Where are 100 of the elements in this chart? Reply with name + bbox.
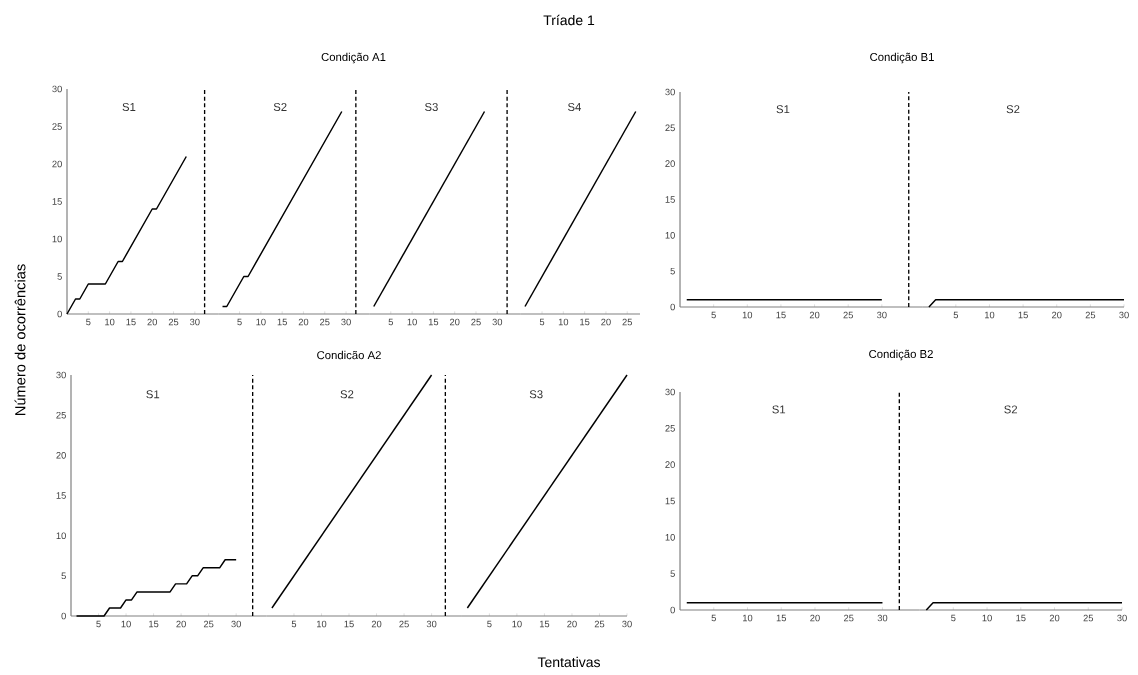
- x-tick-label: 20: [147, 318, 158, 326]
- x-tick-label: 5: [539, 318, 545, 326]
- y-tick-label: 20: [665, 160, 675, 167]
- y-tick-label: 10: [52, 235, 62, 243]
- y-tick-label: 5: [670, 570, 675, 577]
- x-tick-label: 5: [487, 620, 492, 628]
- x-tick-label: 20: [1049, 614, 1060, 622]
- x-tick-label: 25: [320, 318, 330, 326]
- x-tick-label: 5: [953, 311, 959, 319]
- x-tick-label: 5: [96, 620, 101, 628]
- y-tick-label: 30: [665, 88, 675, 96]
- text: Condicão A2: [317, 350, 381, 360]
- x-tick-label: 25: [203, 620, 214, 628]
- x-tick-label: 10: [743, 614, 753, 622]
- x-tick-label: 30: [231, 620, 241, 628]
- y-tick-label: 20: [56, 452, 66, 459]
- x-tick-label: 15: [1018, 311, 1028, 319]
- y-tick-label: 5: [57, 273, 62, 280]
- x-tick-label: 30: [492, 318, 503, 326]
- x-tick-label: 10: [982, 614, 992, 622]
- x-tick-label: 20: [371, 620, 382, 628]
- x-tick-label: 20: [449, 318, 460, 326]
- y-tick-label: 15: [52, 198, 62, 205]
- x-tick-label: 20: [809, 311, 820, 319]
- y-tick-label: 15: [665, 497, 675, 505]
- annotation: S2: [1006, 105, 1020, 114]
- x-tick-label: 15: [580, 318, 590, 326]
- x-tick-label: 25: [471, 318, 481, 326]
- y-tick-label: 30: [52, 85, 62, 93]
- x-tick-label: 10: [407, 318, 417, 326]
- x-tick-label: 15: [149, 620, 159, 628]
- x-tick-label: 10: [558, 318, 569, 326]
- y-tick-label: 5: [670, 267, 675, 275]
- x-tick-label: 20: [1052, 311, 1062, 319]
- y-tick-label: 25: [56, 411, 66, 419]
- y-tick-label: 25: [665, 425, 675, 432]
- x-tick-label: 20: [567, 620, 577, 628]
- annotation: S2: [273, 102, 287, 111]
- y-tick-label: 0: [57, 310, 62, 318]
- x-tick-label: 15: [776, 311, 786, 319]
- y-tick-label: 0: [670, 303, 675, 311]
- y-tick-label: 20: [52, 160, 62, 168]
- line-series: [66, 155, 188, 315]
- y-tick-label: 20: [665, 461, 675, 468]
- x-tick-label: 15: [776, 614, 787, 622]
- x-tick-label: 5: [711, 614, 716, 622]
- x-tick-label: 10: [512, 620, 522, 628]
- x-tick-label: 10: [984, 311, 995, 319]
- text: Condição B1: [870, 52, 934, 64]
- text: Tríade 1: [543, 14, 595, 26]
- text: Número de ocorrências: [14, 264, 26, 415]
- x-tick-label: 30: [1117, 614, 1127, 622]
- y-tick-label: 10: [665, 232, 675, 239]
- text: Condição A1: [321, 52, 386, 64]
- y-tick-label: 30: [56, 371, 66, 379]
- x-tick-label: 10: [742, 311, 753, 319]
- annotation: S2: [340, 390, 354, 399]
- x-tick-label: 30: [877, 614, 888, 622]
- x-tick-label: 25: [399, 620, 409, 628]
- x-tick-label: 15: [344, 620, 354, 628]
- annotation: S3: [425, 102, 438, 111]
- x-tick-label: 30: [426, 620, 437, 628]
- x-tick-label: 20: [176, 620, 186, 628]
- annotation: S1: [122, 102, 136, 111]
- y-tick-label: 25: [665, 124, 675, 132]
- y-tick-label: 15: [665, 196, 675, 203]
- x-tick-label: 15: [126, 318, 136, 326]
- annotation: S3: [529, 390, 543, 399]
- annotation: S1: [772, 405, 786, 414]
- x-tick-label: 25: [1085, 311, 1096, 319]
- x-tick-label: 5: [86, 318, 91, 326]
- x-tick-label: 15: [428, 318, 439, 326]
- x-tick-label: 15: [1016, 614, 1026, 622]
- y-tick-label: 0: [670, 606, 675, 614]
- x-tick-label: 30: [876, 311, 887, 319]
- x-tick-label: 25: [594, 620, 605, 628]
- x-tick-label: 10: [317, 620, 327, 628]
- x-tick-label: 30: [1119, 311, 1129, 319]
- y-tick-label: 15: [56, 492, 66, 499]
- x-tick-label: 20: [601, 318, 611, 326]
- y-tick-label: 5: [61, 572, 66, 580]
- x-tick-label: 10: [256, 318, 266, 326]
- x-tick-label: 25: [1083, 614, 1094, 622]
- x-tick-label: 5: [711, 311, 716, 319]
- x-tick-label: 30: [341, 318, 351, 326]
- x-tick-label: 10: [105, 318, 115, 326]
- x-tick-label: 5: [951, 614, 956, 622]
- text: Tentativas: [537, 656, 601, 668]
- y-tick-label: 30: [665, 388, 675, 396]
- x-tick-label: 15: [539, 620, 550, 628]
- y-tick-label: 10: [56, 532, 66, 539]
- x-tick-label: 5: [388, 318, 393, 326]
- y-tick-label: 25: [52, 123, 62, 130]
- x-tick-label: 25: [843, 614, 854, 622]
- annotation: S1: [146, 390, 160, 399]
- x-tick-label: 5: [291, 620, 297, 628]
- y-tick-label: 10: [665, 534, 675, 541]
- annotation: S2: [1004, 405, 1018, 414]
- text: Condição B2: [869, 349, 933, 361]
- annotation: S4: [568, 102, 582, 111]
